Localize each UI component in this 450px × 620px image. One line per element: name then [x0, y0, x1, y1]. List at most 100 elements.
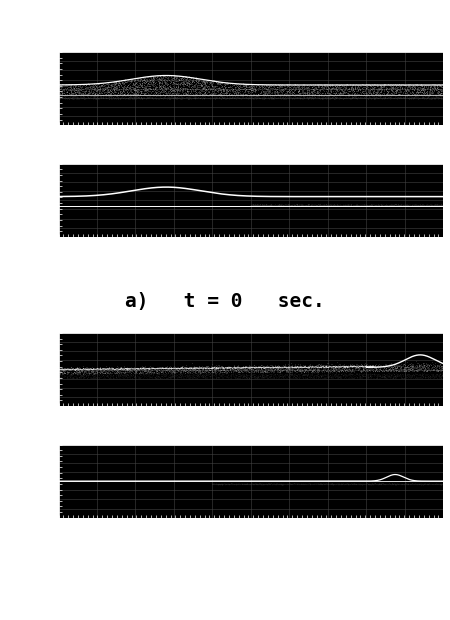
Point	[392, 89, 399, 99]
Point	[162, 366, 169, 376]
Point	[223, 88, 230, 98]
Point	[305, 365, 312, 374]
Point	[79, 81, 86, 91]
Point	[317, 361, 324, 371]
Point	[151, 89, 158, 99]
Point	[171, 361, 178, 371]
Point	[109, 81, 116, 91]
Point	[296, 94, 303, 104]
Point	[346, 79, 354, 89]
Point	[387, 85, 395, 95]
Point	[130, 370, 137, 379]
Point	[329, 91, 337, 101]
Point	[286, 365, 293, 374]
Point	[72, 89, 79, 99]
Point	[215, 372, 222, 382]
Point	[184, 73, 191, 82]
Point	[241, 81, 248, 91]
Point	[109, 89, 116, 99]
Point	[411, 373, 418, 383]
Point	[171, 71, 178, 81]
Point	[279, 86, 287, 96]
Point	[412, 373, 419, 383]
Point	[132, 87, 140, 97]
Point	[76, 366, 83, 376]
Point	[310, 87, 318, 97]
Point	[187, 373, 194, 383]
Point	[151, 73, 158, 82]
Point	[299, 82, 306, 92]
Point	[115, 368, 122, 378]
Point	[423, 92, 431, 102]
Point	[310, 84, 317, 94]
Point	[286, 93, 293, 103]
Point	[352, 89, 359, 99]
Point	[69, 372, 76, 382]
Point	[194, 372, 202, 382]
Point	[152, 82, 159, 92]
Point	[219, 369, 226, 379]
Point	[146, 362, 153, 372]
Point	[403, 361, 410, 371]
Point	[420, 358, 427, 368]
Point	[81, 93, 88, 103]
Point	[91, 94, 99, 104]
Point	[366, 360, 373, 370]
Point	[174, 84, 181, 94]
Point	[268, 91, 275, 100]
Point	[90, 372, 98, 382]
Point	[170, 88, 177, 98]
Point	[393, 86, 400, 95]
Point	[423, 360, 430, 370]
Point	[378, 80, 385, 90]
Point	[132, 368, 140, 378]
Point	[263, 87, 270, 97]
Point	[194, 83, 201, 93]
Point	[360, 90, 367, 100]
Point	[271, 87, 278, 97]
Point	[137, 86, 144, 95]
Point	[61, 91, 68, 101]
Point	[405, 362, 412, 372]
Point	[359, 370, 366, 379]
Point	[410, 89, 417, 99]
Point	[359, 79, 366, 89]
Point	[358, 83, 365, 93]
Point	[192, 94, 199, 104]
Point	[163, 90, 171, 100]
Point	[94, 92, 101, 102]
Point	[159, 371, 166, 381]
Point	[364, 361, 371, 371]
Point	[128, 74, 135, 84]
Point	[305, 94, 312, 104]
Point	[418, 368, 426, 378]
Point	[290, 84, 297, 94]
Point	[69, 369, 76, 379]
Point	[430, 373, 437, 383]
Point	[302, 370, 310, 380]
Point	[200, 89, 207, 99]
Point	[302, 367, 310, 377]
Point	[225, 93, 232, 103]
Point	[186, 79, 194, 89]
Point	[268, 371, 275, 381]
Point	[355, 370, 362, 379]
Point	[301, 87, 308, 97]
Point	[80, 365, 87, 375]
Point	[315, 362, 322, 372]
Point	[396, 81, 403, 91]
Point	[435, 94, 442, 104]
Point	[86, 370, 93, 379]
Point	[140, 369, 147, 379]
Point	[183, 76, 190, 86]
Point	[212, 88, 219, 98]
Point	[169, 370, 176, 379]
Point	[313, 88, 320, 98]
Point	[225, 91, 233, 101]
Point	[266, 372, 274, 382]
Point	[222, 86, 230, 96]
Point	[59, 365, 67, 374]
Point	[155, 365, 162, 374]
Point	[123, 82, 130, 92]
Point	[113, 90, 121, 100]
